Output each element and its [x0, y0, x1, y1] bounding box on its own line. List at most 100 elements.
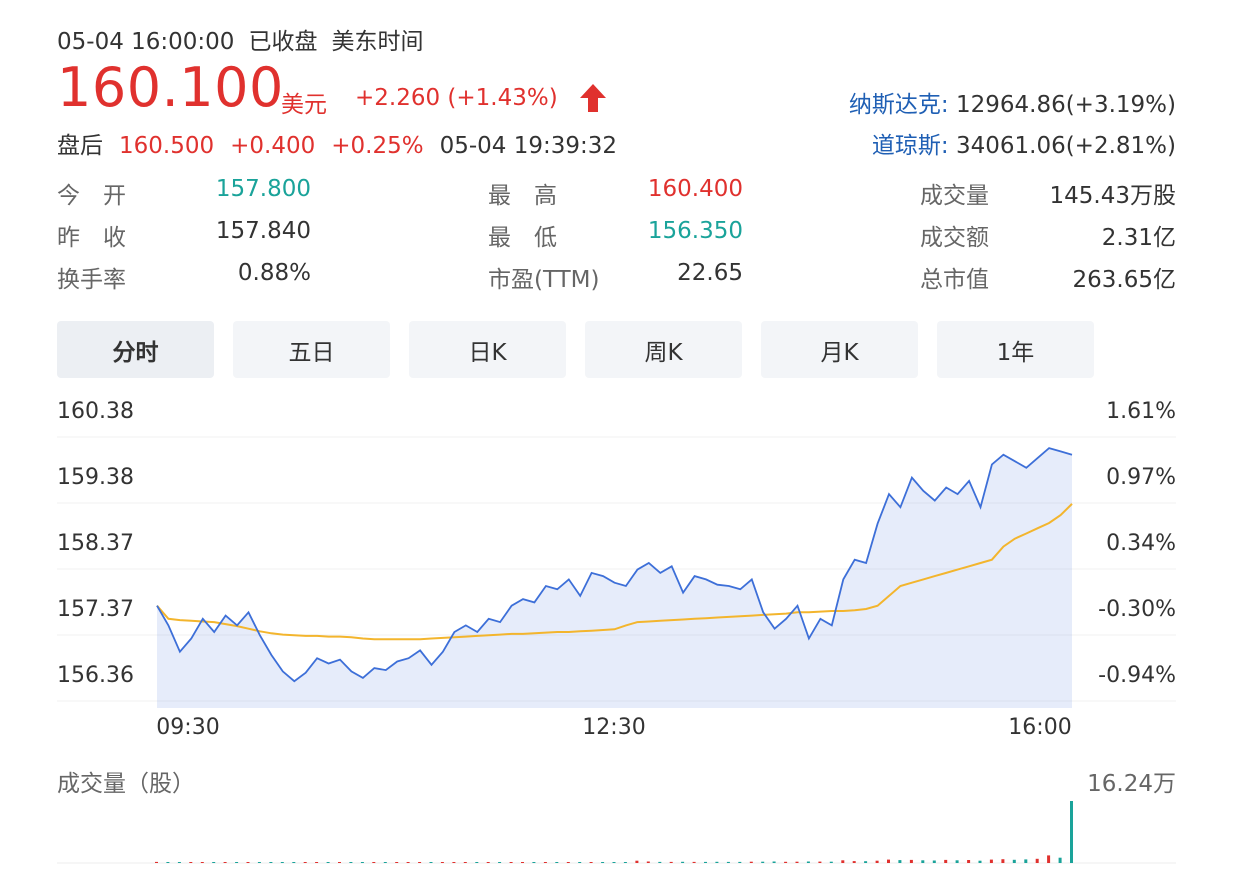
tab-one-year[interactable]: 1年	[937, 321, 1094, 378]
after-hours-change: +0.400	[230, 133, 316, 159]
index-name: 道琼斯:	[871, 133, 949, 159]
volume-bar	[509, 862, 513, 863]
quote-datetime: 05-04 16:00:00	[57, 29, 235, 55]
volume-bar	[338, 862, 341, 863]
volume-chart[interactable]	[0, 790, 1236, 876]
tab-intraday[interactable]: 分时	[57, 321, 214, 378]
price-line	[156, 447, 1073, 683]
average-price-line	[156, 503, 1073, 641]
volume-bar	[269, 862, 273, 863]
market-status: 已收盘	[248, 29, 318, 55]
stat-value-turnover-amount: 2.31亿	[1101, 225, 1176, 251]
volume-bar	[772, 861, 776, 863]
stat-value-open: 157.800	[215, 176, 311, 202]
volume-bar	[829, 861, 833, 863]
volume-bar	[669, 861, 673, 863]
volume-bar	[315, 862, 319, 863]
y-tick-right: 0.34%	[1106, 531, 1176, 556]
y-tick-left: 156.36	[57, 663, 134, 688]
stat-value-volume: 145.43万股	[1049, 183, 1176, 209]
stat-value-low: 156.350	[647, 218, 743, 244]
volume-bar	[589, 862, 593, 863]
y-tick-left: 160.38	[57, 399, 134, 424]
volume-bar	[818, 861, 822, 863]
tab-weekly-k[interactable]: 周K	[585, 321, 742, 378]
volume-bar	[1012, 859, 1016, 863]
volume-bar	[967, 860, 971, 863]
volume-bar	[761, 861, 765, 863]
volume-bar	[212, 862, 216, 863]
price-area	[157, 448, 1072, 708]
volume-bar	[475, 862, 479, 863]
stat-label-volume: 成交量	[920, 183, 989, 209]
volume-bar	[864, 861, 868, 863]
volume-bar	[601, 862, 605, 863]
volume-bar	[921, 860, 925, 863]
volume-bar	[852, 861, 856, 863]
volume-max-label: 16.24万	[1087, 771, 1176, 797]
x-tick: 09:30	[156, 715, 219, 740]
price-change: +2.260 (+1.43%)	[355, 85, 558, 111]
volume-bar	[360, 862, 364, 863]
stat-value-market-cap: 263.65亿	[1072, 267, 1176, 293]
y-tick-right: -0.94%	[1098, 663, 1176, 688]
volume-bar	[875, 860, 879, 863]
volume-bar	[486, 862, 490, 863]
volume-bar	[440, 862, 444, 863]
stat-label-market-cap: 总市值	[920, 267, 989, 293]
volume-bar	[612, 862, 616, 863]
y-tick-left: 158.37	[57, 531, 134, 556]
volume-bar	[704, 861, 707, 863]
stat-value-high: 160.400	[647, 176, 743, 202]
after-hours-label: 盘后	[57, 133, 103, 159]
volume-bar	[200, 862, 204, 863]
volume-bar	[806, 861, 810, 863]
volume-bar	[749, 861, 753, 863]
tab-daily-k[interactable]: 日K	[409, 321, 566, 378]
after-hours: 盘后 160.500 +0.400 +0.25% 05-04 19:39:32	[57, 126, 617, 160]
volume-bar	[1047, 855, 1051, 863]
stat-label-turnover-amount: 成交额	[920, 225, 989, 251]
volume-bar	[635, 860, 639, 863]
volume-bar	[406, 862, 410, 863]
currency: 美元	[281, 92, 327, 118]
volume-bar	[246, 862, 250, 863]
volume-bar	[623, 862, 627, 863]
volume-bar	[566, 862, 570, 863]
volume-bar	[692, 861, 696, 863]
volume-bar	[521, 862, 524, 863]
volume-bar	[784, 861, 788, 863]
index-value: 34061.06(+2.81%)	[955, 133, 1176, 159]
price-chart[interactable]: 160.38 159.38 158.37 157.37 156.36 1.61% 0.97…	[0, 390, 1236, 750]
volume-bar	[543, 862, 547, 863]
y-tick-left: 159.38	[57, 465, 134, 490]
volume-bar	[280, 862, 284, 863]
tab-five-day[interactable]: 五日	[233, 321, 390, 378]
volume-bar	[955, 860, 959, 863]
volume-bar	[1058, 857, 1062, 863]
stat-label-pe: 市盈(TTM)	[488, 267, 600, 293]
stat-label-prev-close: 昨 收	[57, 225, 126, 251]
volume-bar	[1001, 859, 1005, 863]
stat-label-open: 今 开	[57, 183, 126, 209]
index-nasdaq[interactable]: 纳斯达克: 12964.86(+3.19%)	[849, 85, 1176, 119]
y-tick-right: 1.61%	[1106, 399, 1176, 424]
volume-bar	[189, 862, 193, 863]
volume-bar	[646, 861, 650, 863]
volume-bar	[944, 859, 948, 863]
volume-bar	[1035, 858, 1039, 863]
volume-bar	[681, 861, 685, 863]
volume-bar	[578, 862, 582, 863]
after-hours-time: 05-04 19:39:32	[439, 133, 618, 159]
volume-bar	[1070, 801, 1073, 863]
last-price: 160.100	[57, 56, 284, 119]
index-dow[interactable]: 道琼斯: 34061.06(+2.81%)	[872, 126, 1176, 160]
after-hours-price: 160.500	[119, 133, 215, 159]
volume-bar	[177, 862, 181, 863]
volume-bar	[909, 859, 913, 863]
tab-monthly-k[interactable]: 月K	[761, 321, 918, 378]
volume-bar	[532, 862, 536, 863]
stat-label-high: 最 高	[488, 183, 557, 209]
stat-value-turnover-rate: 0.88%	[237, 260, 311, 286]
volume-bar	[1024, 859, 1028, 863]
